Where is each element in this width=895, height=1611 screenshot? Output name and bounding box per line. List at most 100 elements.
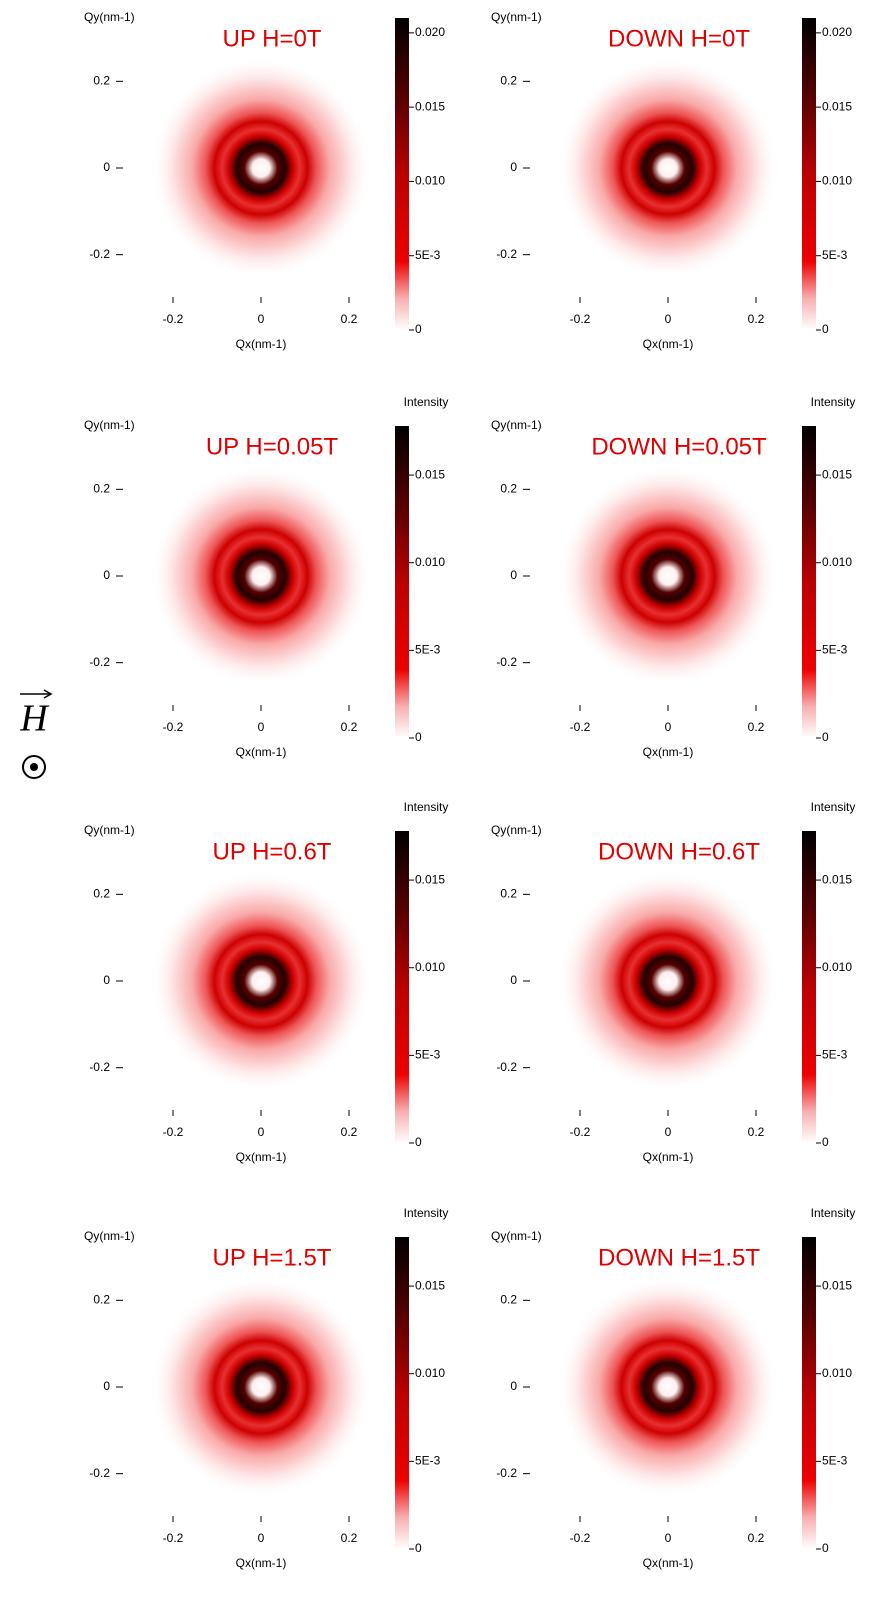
colorbar bbox=[802, 426, 816, 738]
heatmap-image bbox=[150, 465, 372, 687]
x-tick-label: 0.2 bbox=[341, 312, 358, 326]
colorbar-tick-label: 0.010 bbox=[822, 1366, 852, 1380]
x-axis-label: Qx(nm-1) bbox=[236, 745, 287, 759]
colorbar-tick-label: 0.010 bbox=[415, 960, 445, 974]
colorbar-tick-label: 0.020 bbox=[822, 25, 852, 39]
y-tick-label: 0.2 bbox=[500, 887, 517, 901]
x-tick-label: 0 bbox=[258, 720, 265, 734]
colorbar-label: Intensity bbox=[811, 1206, 856, 1220]
x-axis-label: Qx(nm-1) bbox=[643, 1150, 694, 1164]
x-tick-label: 0.2 bbox=[341, 1531, 358, 1545]
y-tick-label: -0.2 bbox=[496, 247, 517, 261]
colorbar-tick-label: 0.010 bbox=[415, 1366, 445, 1380]
colorbar-tick-label: 0.010 bbox=[822, 174, 852, 188]
panel: DOWN H=0T Qy(nm-1) Qx(nm-1) -0.2 0 0.2 -0.2 0 0.… bbox=[491, 10, 852, 351]
colorbar-tick-label: 0.015 bbox=[822, 872, 852, 886]
colorbar bbox=[395, 1237, 409, 1549]
panel-title: UP H=1.5T bbox=[213, 1244, 332, 1271]
colorbar-tick-label: 5E-3 bbox=[822, 248, 848, 262]
colorbar bbox=[395, 426, 409, 738]
colorbar-tick-label: 0.015 bbox=[822, 467, 852, 481]
colorbar bbox=[802, 1237, 816, 1549]
x-tick-label: 0 bbox=[665, 1531, 672, 1545]
panel-title: DOWN H=0.6T bbox=[598, 838, 760, 865]
colorbar-label: Intensity bbox=[404, 1206, 449, 1220]
colorbar-tick-label: 0.015 bbox=[415, 872, 445, 886]
colorbar-label: Intensity bbox=[811, 800, 856, 814]
y-axis-label: Qy(nm-1) bbox=[84, 1229, 135, 1243]
y-tick-label: 0 bbox=[103, 1379, 110, 1393]
colorbar bbox=[395, 18, 409, 330]
y-axis-label: Qy(nm-1) bbox=[84, 418, 135, 432]
y-axis-label: Qy(nm-1) bbox=[491, 418, 542, 432]
colorbar-tick-label: 0.015 bbox=[415, 467, 445, 481]
x-tick-label: 0.2 bbox=[341, 720, 358, 734]
colorbar-tick-label: 0 bbox=[415, 322, 422, 336]
colorbar-tick-label: 0 bbox=[822, 322, 829, 336]
panel: DOWN H=0.05T Qy(nm-1) Qx(nm-1) -0.2 0 0.2 -0.2… bbox=[491, 395, 855, 759]
y-tick-label: 0 bbox=[510, 1379, 517, 1393]
colorbar-tick-label: 0.010 bbox=[822, 960, 852, 974]
out-of-plane-dot bbox=[30, 763, 38, 771]
x-axis-label: Qx(nm-1) bbox=[643, 1556, 694, 1570]
x-tick-label: -0.2 bbox=[570, 1125, 591, 1139]
heatmap-image bbox=[557, 57, 779, 279]
colorbar-tick-label: 0.020 bbox=[415, 25, 445, 39]
panel-title: UP H=0.6T bbox=[213, 838, 332, 865]
y-axis-label: Qy(nm-1) bbox=[84, 823, 135, 837]
colorbar-tick-label: 5E-3 bbox=[415, 248, 441, 262]
colorbar-tick-label: 5E-3 bbox=[822, 1454, 848, 1468]
y-axis-label: Qy(nm-1) bbox=[491, 10, 542, 24]
panel: UP H=0.05T Qy(nm-1) Qx(nm-1) -0.2 0 0.2 -0.2 0 0… bbox=[84, 395, 448, 759]
x-tick-label: -0.2 bbox=[163, 312, 184, 326]
y-tick-label: -0.2 bbox=[496, 1060, 517, 1074]
colorbar-tick-label: 0.015 bbox=[822, 99, 852, 113]
colorbar bbox=[802, 831, 816, 1143]
y-axis-label: Qy(nm-1) bbox=[491, 1229, 542, 1243]
x-tick-label: 0 bbox=[665, 720, 672, 734]
x-tick-label: 0 bbox=[258, 312, 265, 326]
colorbar-tick-label: 0.010 bbox=[415, 174, 445, 188]
x-tick-label: 0.2 bbox=[748, 720, 765, 734]
colorbar-tick-label: 5E-3 bbox=[822, 1048, 848, 1062]
panel: UP H=0T Qy(nm-1) Qx(nm-1) -0.2 0 0.2 -0.2 0 0.2 0… bbox=[84, 10, 445, 351]
x-tick-label: 0 bbox=[258, 1125, 265, 1139]
x-tick-label: -0.2 bbox=[570, 1531, 591, 1545]
heatmap-image bbox=[557, 465, 779, 687]
x-tick-label: 0 bbox=[258, 1531, 265, 1545]
y-tick-label: 0.2 bbox=[500, 1293, 517, 1307]
y-tick-label: -0.2 bbox=[89, 247, 110, 261]
heatmap-image bbox=[150, 1276, 372, 1498]
colorbar-tick-label: 0 bbox=[415, 730, 422, 744]
heatmap-image bbox=[150, 57, 372, 279]
heatmap-image bbox=[150, 870, 372, 1092]
colorbar-label: Intensity bbox=[811, 395, 856, 409]
panel: DOWN H=1.5T Qy(nm-1) Qx(nm-1) -0.2 0 0.2 -0.2 0… bbox=[491, 1206, 855, 1570]
y-axis-label: Qy(nm-1) bbox=[491, 823, 542, 837]
x-tick-label: -0.2 bbox=[163, 1125, 184, 1139]
panel-title: DOWN H=1.5T bbox=[598, 1244, 760, 1271]
colorbar-tick-label: 5E-3 bbox=[415, 1048, 441, 1062]
y-tick-label: 0 bbox=[510, 568, 517, 582]
x-axis-label: Qx(nm-1) bbox=[643, 337, 694, 351]
x-tick-label: 0.2 bbox=[748, 1125, 765, 1139]
colorbar-tick-label: 0.015 bbox=[415, 99, 445, 113]
x-tick-label: 0.2 bbox=[748, 312, 765, 326]
x-tick-label: 0 bbox=[665, 312, 672, 326]
x-tick-label: -0.2 bbox=[163, 720, 184, 734]
colorbar bbox=[395, 831, 409, 1143]
x-axis-label: Qx(nm-1) bbox=[236, 1556, 287, 1570]
colorbar-tick-label: 0.015 bbox=[415, 1278, 445, 1292]
colorbar-tick-label: 0.010 bbox=[415, 555, 445, 569]
colorbar-label: Intensity bbox=[404, 800, 449, 814]
vector-arrow-head bbox=[43, 689, 53, 699]
y-tick-label: -0.2 bbox=[496, 1466, 517, 1480]
colorbar-tick-label: 0 bbox=[822, 730, 829, 744]
y-tick-label: 0 bbox=[103, 973, 110, 987]
y-tick-label: 0.2 bbox=[93, 1293, 110, 1307]
panel-title: DOWN H=0T bbox=[608, 25, 750, 52]
x-tick-label: 0 bbox=[665, 1125, 672, 1139]
colorbar-tick-label: 5E-3 bbox=[822, 643, 848, 657]
colorbar-tick-label: 0 bbox=[822, 1135, 829, 1149]
heatmap-image bbox=[557, 870, 779, 1092]
